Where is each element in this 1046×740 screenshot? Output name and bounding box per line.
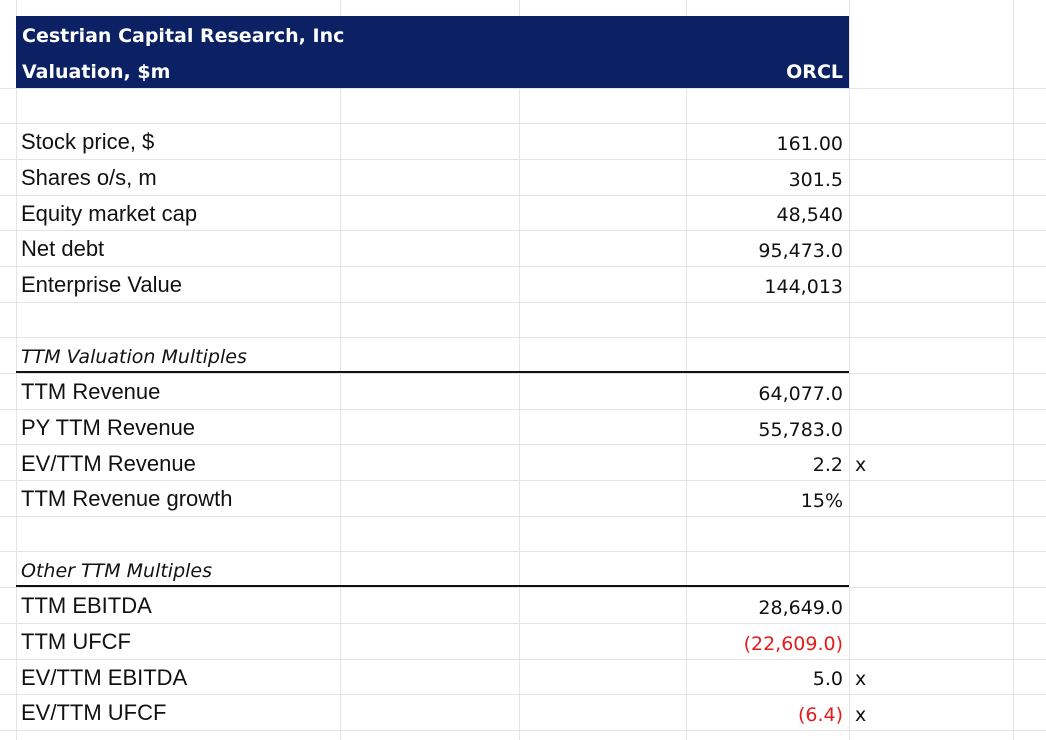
row-divider [0,123,1046,124]
column-divider [340,0,341,740]
column-divider [519,0,520,740]
label-ttm-ufcf: TTM UFCF [21,629,131,654]
row-divider [0,195,1046,196]
row-divider [0,444,1046,445]
value-market-cap: 48,540 [776,204,843,226]
row-divider [0,480,1046,481]
row-divider [0,230,1046,231]
column-divider [1013,0,1014,740]
row-divider [0,373,1046,374]
label-stock-price: Stock price, $ [21,129,155,154]
label-net-debt: Net debt [21,236,105,261]
label-shares: Shares o/s, m [21,165,157,190]
value-py-ttm-revenue: 55,783.0 [758,419,843,441]
row-divider [0,337,1046,338]
row-divider [0,587,1046,588]
ttm-section-title: TTM Valuation Multiples [21,346,247,368]
value-net-debt: 95,473.0 [758,240,843,262]
section-underline [16,585,849,587]
column-divider [849,0,850,740]
label-ttm-revenue-growth: TTM Revenue growth [21,486,233,511]
label-ev-ttm-revenue: EV/TTM Revenue [21,451,196,476]
row-divider [0,730,1046,731]
header-banner [16,16,849,88]
label-ttm-revenue: TTM Revenue [21,379,161,404]
value-ttm-revenue: 64,077.0 [758,383,843,405]
label-ev-ttm-ebitda: EV/TTM EBITDA [21,665,188,690]
row-divider [0,694,1046,695]
label-enterprise-value: Enterprise Value [21,272,183,297]
ticker-header: ORCL [786,61,843,83]
row-divider [0,516,1046,517]
value-shares: 301.5 [788,169,843,191]
row-divider [0,623,1046,624]
value-ev-ttm-ebitda: 5.0 [812,668,843,690]
column-divider [686,0,687,740]
value-ttm-ufcf: (22,609.0) [743,633,843,655]
unit-multiple: x [855,668,867,690]
row-divider [0,88,1046,89]
value-ttm-ebitda: 28,649.0 [758,597,843,619]
label-py-ttm-revenue: PY TTM Revenue [21,415,196,440]
company-name: Cestrian Capital Research, Inc [22,25,345,47]
value-ev-ttm-revenue: 2.2 [812,454,843,476]
row-divider [0,659,1046,660]
label-ttm-ebitda: TTM EBITDA [21,593,152,618]
row-divider [0,302,1046,303]
row-divider [0,266,1046,267]
label-ev-ttm-ufcf: EV/TTM UFCF [21,700,167,725]
unit-multiple: x [855,454,867,476]
row-divider [0,551,1046,552]
value-stock-price: 161.00 [776,133,843,155]
value-ev-ttm-ufcf: (6.4) [797,704,843,726]
other-section-title: Other TTM Multiples [21,560,213,582]
unit-multiple: x [855,704,867,726]
label-market-cap: Equity market cap [21,201,198,226]
value-enterprise-value: 144,013 [764,276,843,298]
section-underline [16,371,849,373]
row-divider [0,159,1046,160]
valuation-subtitle: Valuation, $m [22,61,171,83]
value-ttm-revenue-growth: 15% [800,490,843,512]
column-divider [16,0,17,740]
row-divider [0,409,1046,410]
